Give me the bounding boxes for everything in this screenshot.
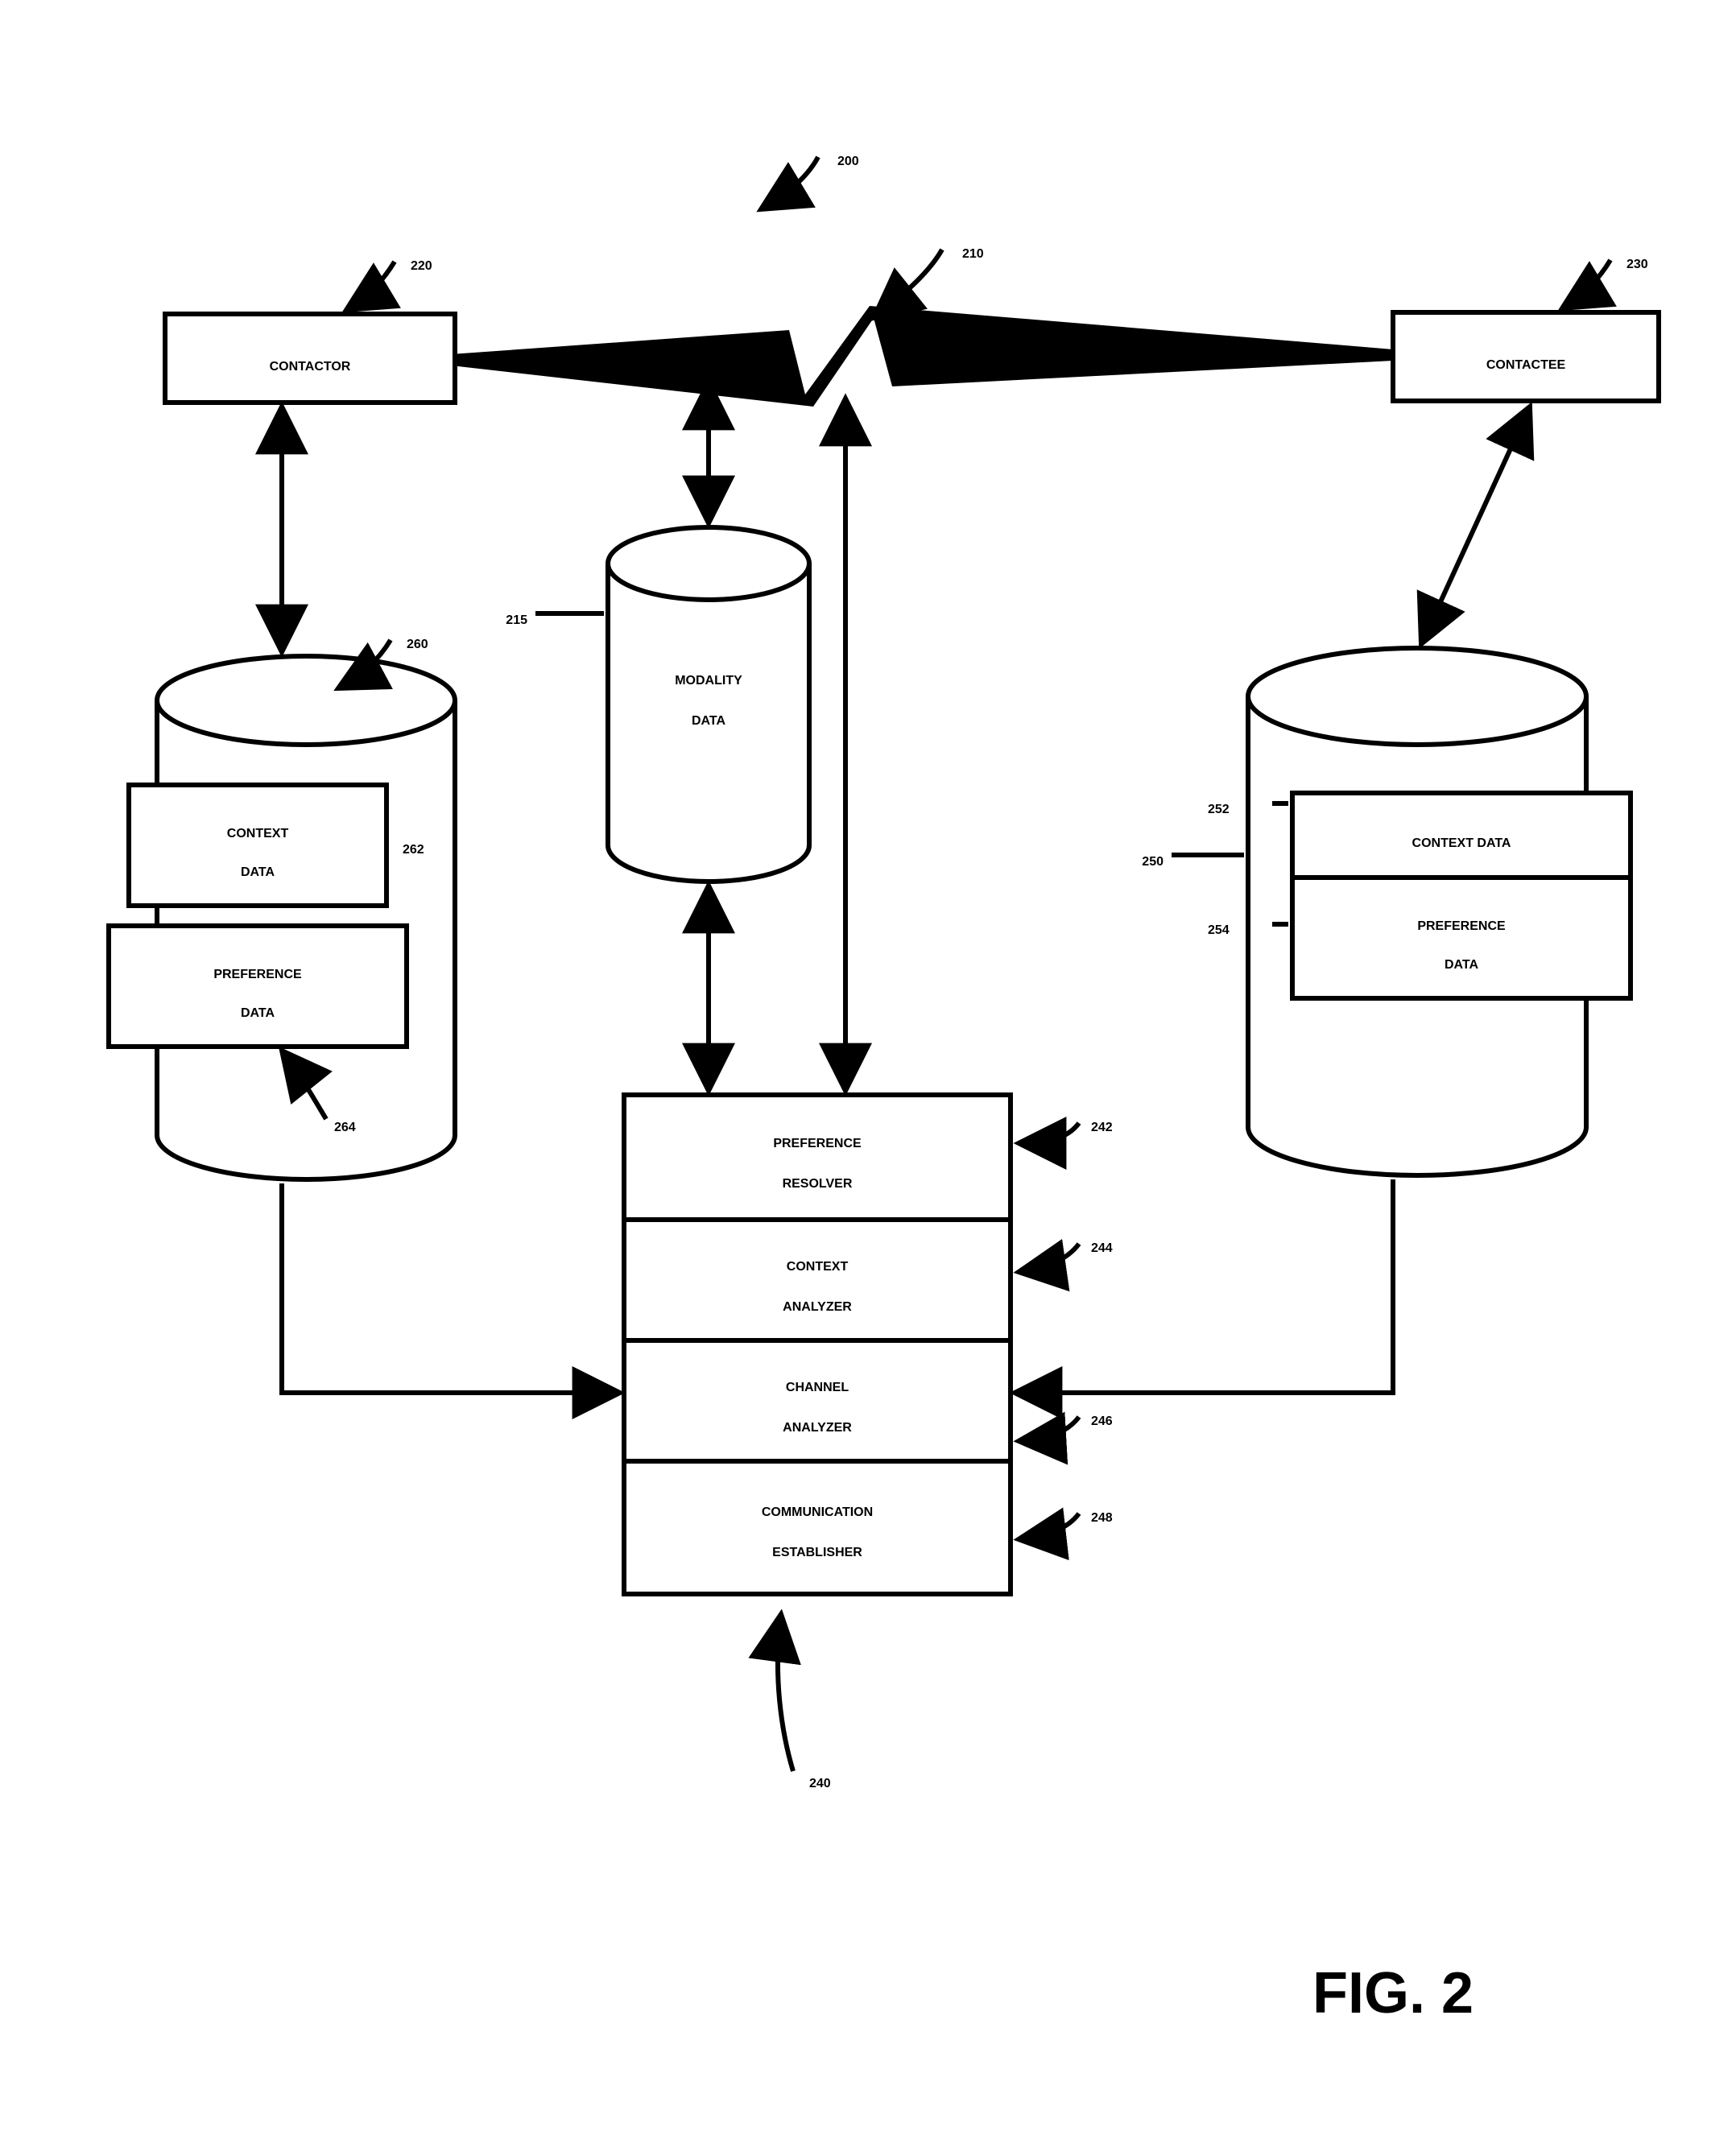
right-cylinder: 250 CONTEXT DATA 252 PREFERENCE DATA 254 — [1142, 648, 1631, 1175]
arrow-contactee-rightcyl — [1421, 407, 1530, 644]
n254-line1: PREFERENCE — [1417, 919, 1506, 933]
lightning-link: 210 — [451, 247, 1393, 407]
contactor-box: CONTACTOR 220 — [165, 259, 455, 403]
modality-line1: MODALITY — [675, 674, 742, 688]
n264-line2: DATA — [241, 1006, 275, 1020]
contactor-label: CONTACTOR — [270, 360, 351, 374]
ref-215-label: 215 — [506, 613, 527, 627]
n244-line2: ANALYZER — [783, 1300, 852, 1314]
ref-210-label: 210 — [962, 247, 984, 261]
n262-line1: CONTEXT — [227, 827, 289, 840]
n264-line1: PREFERENCE — [213, 968, 302, 981]
modality-cylinder: MODALITY DATA 215 — [506, 527, 809, 882]
central-stack: PREFERENCE RESOLVER 242 CONTEXT ANALYZER… — [624, 1095, 1113, 1594]
ref-240-label: 240 — [809, 1777, 831, 1790]
ref-230-label: 230 — [1626, 258, 1648, 271]
n246-line2: ANALYZER — [783, 1421, 852, 1435]
ref-262-label: 262 — [403, 843, 424, 857]
ref-246-label: 246 — [1091, 1414, 1113, 1428]
ref-220-label: 220 — [411, 259, 432, 273]
n254-line2: DATA — [1445, 958, 1479, 972]
ref-244-label: 244 — [1091, 1241, 1113, 1255]
n252-label: CONTEXT DATA — [1412, 836, 1511, 850]
n246-line1: CHANNEL — [786, 1381, 849, 1394]
ref-260-label: 260 — [407, 638, 428, 651]
arrow-leftcyl-channel — [282, 1183, 620, 1393]
ref-264-label: 264 — [334, 1121, 356, 1134]
n248-line1: COMMUNICATION — [762, 1505, 873, 1519]
arrow-rightcyl-channel — [1015, 1179, 1393, 1393]
figure-caption: FIG. 2 — [1312, 1961, 1474, 2026]
ref-252-label: 252 — [1208, 803, 1230, 816]
ref-250-label: 250 — [1142, 855, 1164, 869]
n248-line2: ESTABLISHER — [772, 1546, 862, 1559]
ref-200-label: 200 — [837, 155, 859, 168]
ref-254-label: 254 — [1208, 923, 1230, 937]
ref-242-label: 242 — [1091, 1121, 1113, 1134]
n242-line2: RESOLVER — [783, 1177, 853, 1191]
ref-240: 240 — [778, 1614, 831, 1790]
n262-line2: DATA — [241, 865, 275, 879]
ref-248-label: 248 — [1091, 1511, 1113, 1525]
left-cylinder: 260 CONTEXT DATA 262 PREFERENCE DATA 264 — [109, 638, 455, 1179]
n244-line1: CONTEXT — [787, 1260, 849, 1274]
contactee-box: CONTACTEE 230 — [1393, 258, 1659, 401]
contactee-label: CONTACTEE — [1486, 358, 1566, 372]
modality-line2: DATA — [692, 714, 726, 728]
diagram-svg: 200 210 CONTACTOR 220 CONTACTEE 230 MODA… — [0, 0, 1736, 2131]
n242-line1: PREFERENCE — [773, 1137, 862, 1150]
ref-200: 200 — [761, 155, 859, 209]
